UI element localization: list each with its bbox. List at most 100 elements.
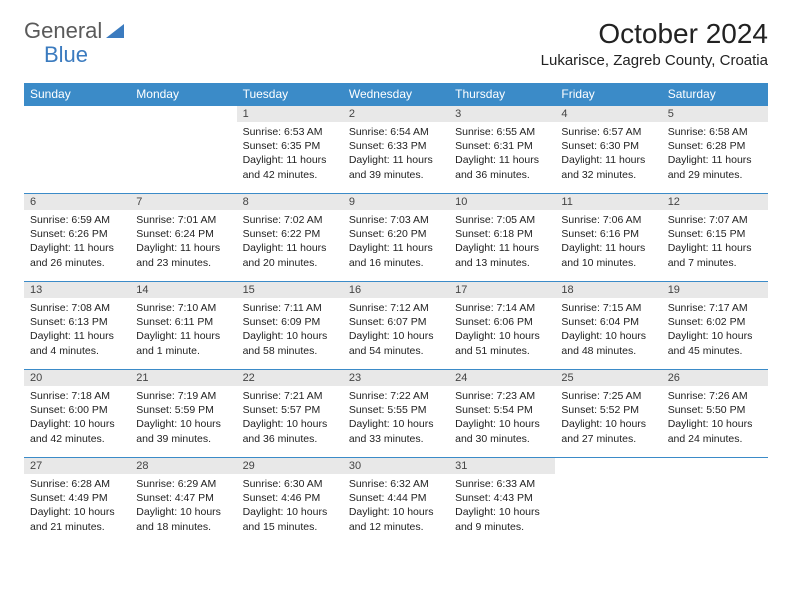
sunrise-text: Sunrise: 7:15 AM xyxy=(561,301,655,315)
sunset-text: Sunset: 6:00 PM xyxy=(30,403,124,417)
calendar-day-cell: 13Sunrise: 7:08 AMSunset: 6:13 PMDayligh… xyxy=(24,281,130,369)
calendar-week-row: 1Sunrise: 6:53 AMSunset: 6:35 PMDaylight… xyxy=(24,105,768,193)
sunrise-text: Sunrise: 7:18 AM xyxy=(30,389,124,403)
day-details: Sunrise: 7:07 AMSunset: 6:15 PMDaylight:… xyxy=(662,210,768,276)
day-details: Sunrise: 7:21 AMSunset: 5:57 PMDaylight:… xyxy=(237,386,343,452)
sunset-text: Sunset: 6:33 PM xyxy=(349,139,443,153)
calendar-day-cell: 27Sunrise: 6:28 AMSunset: 4:49 PMDayligh… xyxy=(24,457,130,545)
sunset-text: Sunset: 5:50 PM xyxy=(668,403,762,417)
calendar-day-cell: 6Sunrise: 6:59 AMSunset: 6:26 PMDaylight… xyxy=(24,193,130,281)
sunrise-text: Sunrise: 7:10 AM xyxy=(136,301,230,315)
sunrise-text: Sunrise: 7:26 AM xyxy=(668,389,762,403)
sunrise-text: Sunrise: 6:59 AM xyxy=(30,213,124,227)
day-details: Sunrise: 7:18 AMSunset: 6:00 PMDaylight:… xyxy=(24,386,130,452)
calendar-day-cell: 20Sunrise: 7:18 AMSunset: 6:00 PMDayligh… xyxy=(24,369,130,457)
sunrise-text: Sunrise: 6:28 AM xyxy=(30,477,124,491)
day-details: Sunrise: 7:22 AMSunset: 5:55 PMDaylight:… xyxy=(343,386,449,452)
sunset-text: Sunset: 6:18 PM xyxy=(455,227,549,241)
daylight-text: Daylight: 11 hours and 36 minutes. xyxy=(455,153,549,181)
sunset-text: Sunset: 6:16 PM xyxy=(561,227,655,241)
day-header: Friday xyxy=(555,83,661,105)
daylight-text: Daylight: 11 hours and 4 minutes. xyxy=(30,329,124,357)
day-details: Sunrise: 6:33 AMSunset: 4:43 PMDaylight:… xyxy=(449,474,555,540)
calendar-day-cell: 5Sunrise: 6:58 AMSunset: 6:28 PMDaylight… xyxy=(662,105,768,193)
daylight-text: Daylight: 10 hours and 39 minutes. xyxy=(136,417,230,445)
day-number: 6 xyxy=(24,193,130,210)
daylight-text: Daylight: 10 hours and 12 minutes. xyxy=(349,505,443,533)
day-number: 11 xyxy=(555,193,661,210)
sunrise-text: Sunrise: 7:22 AM xyxy=(349,389,443,403)
sunset-text: Sunset: 6:24 PM xyxy=(136,227,230,241)
sunset-text: Sunset: 6:07 PM xyxy=(349,315,443,329)
day-number: 13 xyxy=(24,281,130,298)
sunset-text: Sunset: 5:57 PM xyxy=(243,403,337,417)
day-details: Sunrise: 7:15 AMSunset: 6:04 PMDaylight:… xyxy=(555,298,661,364)
daylight-text: Daylight: 11 hours and 39 minutes. xyxy=(349,153,443,181)
page-title: October 2024 xyxy=(541,18,768,50)
daylight-text: Daylight: 11 hours and 10 minutes. xyxy=(561,241,655,269)
logo: General Blue xyxy=(24,18,124,44)
day-number: 7 xyxy=(130,193,236,210)
day-details: Sunrise: 6:29 AMSunset: 4:47 PMDaylight:… xyxy=(130,474,236,540)
calendar-day-cell: 2Sunrise: 6:54 AMSunset: 6:33 PMDaylight… xyxy=(343,105,449,193)
day-number: 3 xyxy=(449,105,555,122)
day-details: Sunrise: 7:26 AMSunset: 5:50 PMDaylight:… xyxy=(662,386,768,452)
sunrise-text: Sunrise: 6:57 AM xyxy=(561,125,655,139)
daylight-text: Daylight: 10 hours and 27 minutes. xyxy=(561,417,655,445)
sunrise-text: Sunrise: 7:17 AM xyxy=(668,301,762,315)
calendar-day-cell: 25Sunrise: 7:25 AMSunset: 5:52 PMDayligh… xyxy=(555,369,661,457)
sunset-text: Sunset: 5:54 PM xyxy=(455,403,549,417)
sunset-text: Sunset: 6:15 PM xyxy=(668,227,762,241)
sunrise-text: Sunrise: 7:14 AM xyxy=(455,301,549,315)
calendar-day-cell: 24Sunrise: 7:23 AMSunset: 5:54 PMDayligh… xyxy=(449,369,555,457)
calendar-table: SundayMondayTuesdayWednesdayThursdayFrid… xyxy=(24,83,768,545)
day-number: 1 xyxy=(237,105,343,122)
calendar-week-row: 13Sunrise: 7:08 AMSunset: 6:13 PMDayligh… xyxy=(24,281,768,369)
daylight-text: Daylight: 11 hours and 16 minutes. xyxy=(349,241,443,269)
day-number: 29 xyxy=(237,457,343,474)
calendar-day-cell: 18Sunrise: 7:15 AMSunset: 6:04 PMDayligh… xyxy=(555,281,661,369)
calendar-day-cell: 21Sunrise: 7:19 AMSunset: 5:59 PMDayligh… xyxy=(130,369,236,457)
day-number: 2 xyxy=(343,105,449,122)
day-number: 22 xyxy=(237,369,343,386)
calendar-day-cell xyxy=(662,457,768,545)
day-number: 27 xyxy=(24,457,130,474)
day-number xyxy=(662,457,768,474)
sunrise-text: Sunrise: 7:06 AM xyxy=(561,213,655,227)
calendar-day-cell: 7Sunrise: 7:01 AMSunset: 6:24 PMDaylight… xyxy=(130,193,236,281)
sunset-text: Sunset: 4:44 PM xyxy=(349,491,443,505)
sunset-text: Sunset: 6:35 PM xyxy=(243,139,337,153)
day-details: Sunrise: 7:17 AMSunset: 6:02 PMDaylight:… xyxy=(662,298,768,364)
day-number: 26 xyxy=(662,369,768,386)
sunset-text: Sunset: 6:04 PM xyxy=(561,315,655,329)
sunrise-text: Sunrise: 7:08 AM xyxy=(30,301,124,315)
daylight-text: Daylight: 10 hours and 18 minutes. xyxy=(136,505,230,533)
day-number: 4 xyxy=(555,105,661,122)
day-number: 12 xyxy=(662,193,768,210)
daylight-text: Daylight: 11 hours and 7 minutes. xyxy=(668,241,762,269)
daylight-text: Daylight: 10 hours and 24 minutes. xyxy=(668,417,762,445)
sunrise-text: Sunrise: 7:25 AM xyxy=(561,389,655,403)
title-block: October 2024 Lukarisce, Zagreb County, C… xyxy=(541,18,768,69)
sunrise-text: Sunrise: 6:30 AM xyxy=(243,477,337,491)
day-details: Sunrise: 6:28 AMSunset: 4:49 PMDaylight:… xyxy=(24,474,130,540)
sunrise-text: Sunrise: 7:01 AM xyxy=(136,213,230,227)
calendar-day-cell: 23Sunrise: 7:22 AMSunset: 5:55 PMDayligh… xyxy=(343,369,449,457)
day-number: 18 xyxy=(555,281,661,298)
sunset-text: Sunset: 4:47 PM xyxy=(136,491,230,505)
daylight-text: Daylight: 10 hours and 36 minutes. xyxy=(243,417,337,445)
daylight-text: Daylight: 11 hours and 1 minute. xyxy=(136,329,230,357)
day-number: 28 xyxy=(130,457,236,474)
sunrise-text: Sunrise: 6:32 AM xyxy=(349,477,443,491)
sunset-text: Sunset: 6:22 PM xyxy=(243,227,337,241)
day-details: Sunrise: 6:53 AMSunset: 6:35 PMDaylight:… xyxy=(237,122,343,188)
logo-triangle-icon xyxy=(106,24,124,38)
day-details: Sunrise: 7:12 AMSunset: 6:07 PMDaylight:… xyxy=(343,298,449,364)
day-number xyxy=(24,105,130,122)
day-number: 5 xyxy=(662,105,768,122)
day-number: 10 xyxy=(449,193,555,210)
sunrise-text: Sunrise: 7:07 AM xyxy=(668,213,762,227)
daylight-text: Daylight: 10 hours and 9 minutes. xyxy=(455,505,549,533)
day-details: Sunrise: 7:23 AMSunset: 5:54 PMDaylight:… xyxy=(449,386,555,452)
day-number: 17 xyxy=(449,281,555,298)
